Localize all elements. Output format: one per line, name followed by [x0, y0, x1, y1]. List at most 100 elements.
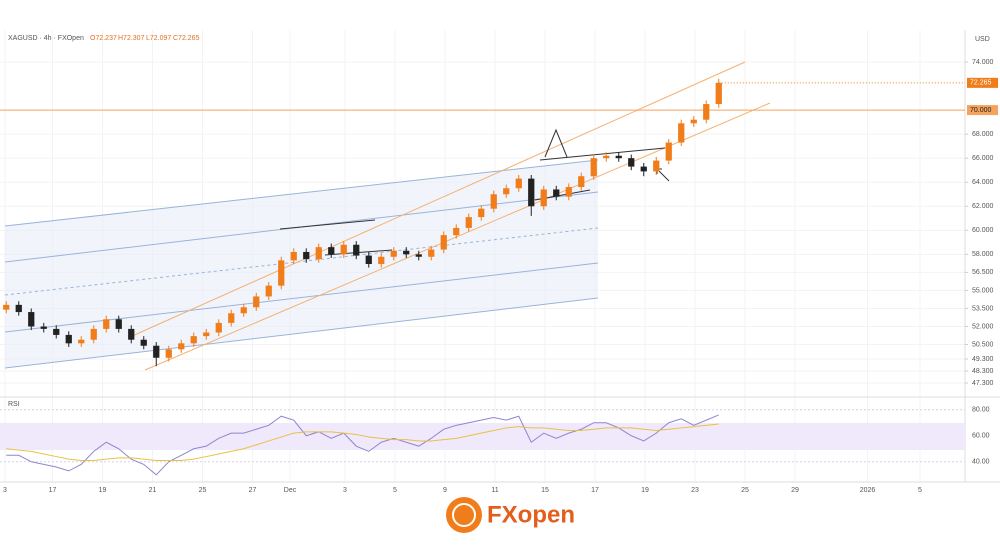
x-tick-label: 3 [343, 487, 347, 494]
candle-body [303, 251, 310, 260]
candle-body [478, 208, 485, 218]
candle-body [215, 322, 222, 333]
candle-body [190, 336, 197, 344]
candle-body [415, 254, 422, 257]
y-tick-label: 40.00 [972, 459, 990, 466]
candle-body [715, 82, 722, 105]
candle-body [253, 296, 260, 308]
candle-body [640, 166, 647, 172]
candle-body [140, 339, 147, 346]
rsi-band [0, 423, 965, 450]
ohlc-low: L72.097 [146, 35, 171, 42]
candle-body [628, 158, 635, 167]
x-tick-label: 5 [918, 487, 922, 494]
candle-body [265, 285, 272, 297]
candle-body [428, 249, 435, 257]
logo-icon [446, 497, 482, 533]
candle-body [540, 189, 547, 207]
y-tick-label: 66.000 [972, 155, 994, 162]
y-tick-label: 49.300 [972, 356, 994, 363]
candle-body [165, 349, 172, 358]
candle-body [453, 227, 460, 236]
x-tick-label: 19 [641, 487, 649, 494]
candle-body [128, 328, 135, 340]
candle-body [503, 188, 510, 195]
candle-body [78, 339, 85, 344]
candle-body [590, 158, 597, 177]
candle-body [203, 332, 210, 337]
x-tick-label: 17 [49, 487, 57, 494]
x-tick-label: 3 [3, 487, 7, 494]
candle-body [365, 255, 372, 264]
x-tick-label: Dec [284, 487, 297, 494]
x-tick-label: 27 [249, 487, 257, 494]
candle-body [15, 304, 22, 313]
y-tick-label: 50.500 [972, 341, 994, 348]
channel-fill [5, 160, 598, 368]
x-tick-label: 25 [199, 487, 207, 494]
y-tick-label: 48.300 [972, 368, 994, 375]
y-tick-label: 53.500 [972, 305, 994, 312]
rsi-line [6, 414, 719, 476]
x-tick-label: 21 [149, 487, 157, 494]
candle-body [653, 160, 660, 172]
y-tick-label: 52.000 [972, 323, 994, 330]
y-tick-label: 80.00 [972, 407, 990, 414]
candle-body [103, 319, 110, 329]
candle-body [340, 244, 347, 255]
candle-body [615, 155, 622, 159]
candle-body [678, 123, 685, 143]
y-tick-label: 47.300 [972, 380, 994, 387]
y-tick-label: 60.000 [972, 227, 994, 234]
candle-body [178, 343, 185, 350]
candle-body [490, 194, 497, 209]
ohlc-high: H72.307 [118, 35, 145, 42]
rsi-title: RSI [8, 401, 20, 408]
candle-body [553, 189, 560, 197]
x-tick-label: 5 [393, 487, 397, 494]
candle-body [465, 217, 472, 228]
ohlc-close: C72.265 [173, 35, 200, 42]
y-tick-label: 56.500 [972, 269, 994, 276]
candle-body [315, 247, 322, 260]
last-price-tag [967, 77, 998, 88]
candle-body [53, 328, 60, 335]
candle-body [703, 104, 710, 120]
x-tick-label: 29 [791, 487, 799, 494]
x-tick-label: 15 [541, 487, 549, 494]
symbol: XAGUSD · 4h · FXOpen [8, 35, 84, 42]
candle-body [153, 345, 160, 358]
x-tick-label: 23 [691, 487, 699, 494]
candle-body [378, 256, 385, 264]
x-tick-label: 19 [99, 487, 107, 494]
price-tag [967, 105, 998, 116]
candle-body [565, 187, 572, 197]
price-tag-label: 70.000 [970, 107, 992, 114]
y-tick-label: 68.000 [972, 131, 994, 138]
candle-body [328, 247, 335, 255]
candle-body [665, 142, 672, 161]
y-tick-label: 58.000 [972, 251, 994, 258]
rsi-line [6, 423, 719, 461]
x-tick-label: 9 [443, 487, 447, 494]
ohlc-open: O72.237 [90, 35, 117, 42]
candle-body [90, 328, 97, 340]
candle-body [228, 313, 235, 323]
candle-body [290, 251, 297, 261]
candle-body [240, 307, 247, 314]
candle-body [440, 235, 447, 250]
candle-body [603, 155, 610, 159]
y-tick-label: 60.00 [972, 433, 990, 440]
candle-body [28, 312, 35, 327]
x-tick-label: 2026 [860, 487, 876, 494]
candle-body [278, 260, 285, 286]
candle-body [690, 119, 697, 124]
logo-icon-detail [452, 503, 476, 527]
candle-body [390, 250, 397, 257]
logo: FXopen [446, 497, 575, 533]
brand: FXopen [487, 501, 575, 528]
y-tick-label: 74.000 [972, 59, 994, 66]
candle-body [3, 304, 10, 310]
candle-body [403, 250, 410, 255]
